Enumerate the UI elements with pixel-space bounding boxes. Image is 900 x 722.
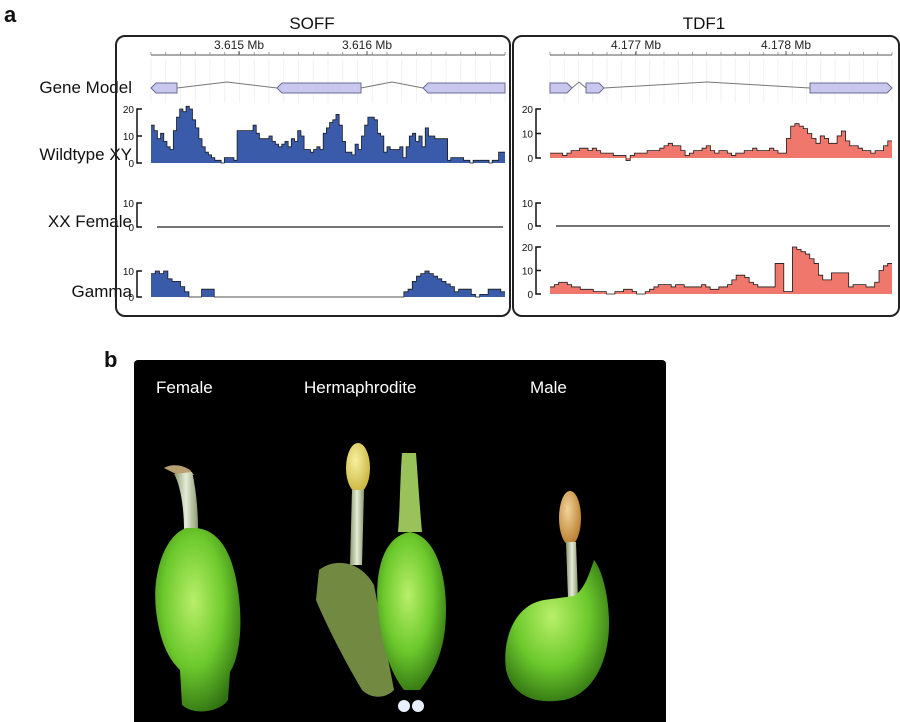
tdf1-exon — [549, 82, 573, 94]
tdf1-y-tick-label: 20 — [522, 105, 534, 116]
tdf1-y-tick-label: 10 — [522, 130, 534, 141]
panel-b-letter: b — [104, 347, 118, 372]
female-stigma — [164, 465, 194, 475]
tdf1-coordinate-label: 4.177 Mb — [611, 38, 661, 52]
tdf1-coverage-area — [550, 123, 892, 161]
tdf1-coverage-outline — [550, 246, 892, 295]
soff-exon — [276, 82, 362, 94]
soff-coverage-area — [151, 106, 505, 163]
male-anther — [559, 491, 581, 545]
soff-y-tick-label: 0 — [128, 159, 134, 170]
tdf1-coverage-outline — [550, 123, 892, 161]
soff-intron — [360, 81, 424, 89]
soff-y-tick-label: 0 — [128, 293, 134, 304]
male-flower — [505, 491, 610, 702]
soff-coordinate-label: 3.616 Mb — [342, 38, 392, 52]
soff-y-axis — [136, 202, 142, 228]
row-label-gene-model: Gene Model — [39, 78, 132, 97]
herm-bract — [316, 562, 394, 697]
tdf1-coordinate-label: 4.178 Mb — [761, 38, 811, 52]
soff-coordinate-label: 3.615 Mb — [214, 38, 264, 52]
label-male: Male — [530, 378, 567, 397]
tdf1-y-tick-label: 10 — [522, 199, 534, 210]
soff-exon — [422, 82, 506, 94]
tdf1-panel-box: 4.177 Mb 4.178 Mb 0 10 20 0 10 0 10 20 — [512, 35, 900, 317]
label-female: Female — [156, 378, 213, 397]
soff-y-tick-label: 10 — [123, 267, 135, 278]
tdf1-tracks: 4.177 Mb 4.178 Mb 0 10 20 0 10 0 10 20 — [522, 38, 893, 301]
soff-y-axis — [136, 270, 142, 298]
soff-y-tick-label: 10 — [123, 199, 135, 210]
tdf1-intron — [603, 81, 811, 89]
soff-y-tick-label: 10 — [123, 132, 135, 143]
tdf1-intron — [571, 81, 587, 89]
herm-filament — [350, 490, 364, 565]
soff-exon — [150, 82, 178, 94]
soff-intron — [176, 81, 278, 89]
tdf1-y-tick-label: 0 — [527, 290, 533, 301]
tdf1-exon — [585, 82, 605, 94]
herm-style — [398, 453, 422, 532]
herm-ovary — [377, 532, 446, 690]
tdf1-y-axis — [535, 202, 541, 227]
female-ovary — [155, 528, 241, 712]
herm-base — [398, 700, 410, 712]
row-label-wildtype-xy: Wildtype XY — [39, 145, 132, 164]
row-label-gamma: Gamma — [71, 282, 132, 301]
female-flower — [155, 465, 241, 712]
soff-coverage-area — [151, 271, 505, 297]
tdf1-y-tick-label: 20 — [522, 243, 534, 254]
soff-y-tick-label: 0 — [128, 223, 134, 234]
tdf1-title: TDF1 — [682, 14, 726, 33]
tdf1-exon — [809, 82, 893, 94]
tdf1-y-tick-label: 0 — [527, 222, 533, 233]
female-style — [174, 472, 198, 530]
panel-a-letter: a — [4, 2, 17, 27]
tdf1-coverage-area — [550, 247, 892, 294]
male-filament — [566, 542, 578, 598]
soff-coverage-outline — [151, 105, 505, 164]
hermaphrodite-flower — [316, 443, 446, 712]
tdf1-y-tick-label: 0 — [527, 154, 533, 165]
tdf1-y-tick-label: 10 — [522, 267, 534, 278]
flower-illustration — [155, 443, 610, 712]
soff-y-tick-label: 20 — [123, 105, 135, 116]
soff-panel-box: 3.615 Mb 3.616 Mb 0 10 20 0 10 0 10 — [115, 35, 511, 317]
soff-title: SOFF — [289, 14, 335, 33]
herm-anther — [346, 443, 370, 493]
soff-coverage-outline — [151, 270, 505, 298]
male-bract — [505, 560, 610, 702]
soff-tracks: 3.615 Mb 3.616 Mb 0 10 20 0 10 0 10 — [123, 38, 506, 304]
label-hermaphrodite: Hermaphrodite — [304, 378, 417, 397]
flower-photo: Female Hermaphrodite Male — [134, 360, 666, 722]
row-label-xx-female: XX Female — [47, 212, 132, 231]
